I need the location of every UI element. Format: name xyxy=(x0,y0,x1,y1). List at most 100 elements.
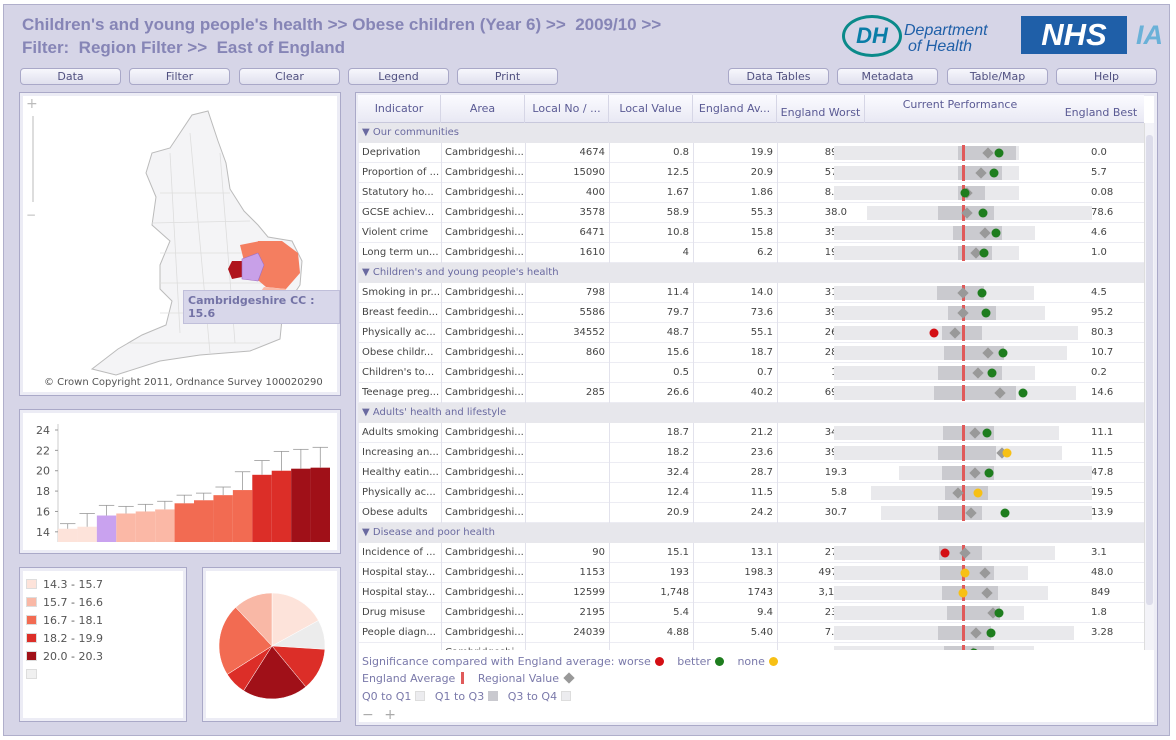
performance-bar[interactable] xyxy=(834,483,1092,503)
performance-bar[interactable] xyxy=(834,223,1092,243)
collapse-triangle-icon[interactable]: ▼ xyxy=(362,267,373,278)
local-value-dot[interactable] xyxy=(991,228,1001,238)
clear-button[interactable]: Clear xyxy=(239,68,340,85)
performance-bar[interactable] xyxy=(834,143,1092,163)
table-row[interactable]: Physically ac... Cambridgeshi... 12.4 11.5 5… xyxy=(358,483,1144,503)
collapse-minus-icon[interactable]: − xyxy=(362,707,374,723)
table-row[interactable]: Long term un...Cambridgeshi...161046.219… xyxy=(358,243,1144,263)
col-indicator[interactable]: Indicator xyxy=(358,95,441,123)
pie-slice[interactable] xyxy=(218,607,273,675)
performance-bar[interactable] xyxy=(834,343,1092,363)
performance-bar[interactable] xyxy=(834,303,1092,323)
table-map-button[interactable]: Table/Map xyxy=(947,68,1048,85)
performance-bar[interactable] xyxy=(834,323,1092,343)
bar[interactable] xyxy=(194,500,214,542)
col-england-best[interactable]: England Best xyxy=(1064,106,1138,119)
table-row[interactable]: Healthy eatin... Cambridgeshi... 32.4 28.7 1… xyxy=(358,463,1144,483)
pie-slice[interactable] xyxy=(271,592,319,647)
group-header[interactable]: ▼ Our communities xyxy=(358,123,1144,143)
filter-button[interactable]: Filter xyxy=(129,68,230,85)
col-area[interactable]: Area xyxy=(441,95,525,123)
bar[interactable] xyxy=(77,526,97,542)
bar[interactable] xyxy=(232,490,253,542)
table-row[interactable]: People diagn... Cambridgeshi... 24039 4.88 5… xyxy=(358,623,1144,643)
zoom-out-icon[interactable]: − xyxy=(26,208,37,222)
table-row[interactable]: Incidence of ... Cambridgeshi... 90 15.1 13.… xyxy=(358,543,1144,563)
table-row[interactable]: Proportion of ... Cambridgeshi... 15090 12.… xyxy=(358,163,1144,183)
local-value-dot[interactable] xyxy=(989,168,999,178)
performance-bar[interactable] xyxy=(834,243,1092,263)
bar[interactable] xyxy=(58,528,78,542)
performance-bar[interactable] xyxy=(834,563,1092,583)
table-row[interactable]: Smoking in pr... Cambridgeshi... 798 11.4 14… xyxy=(358,283,1144,303)
bar[interactable] xyxy=(271,470,292,542)
col-local-no[interactable]: Local No / ... xyxy=(525,95,609,123)
performance-bar[interactable] xyxy=(834,543,1092,563)
local-value-dot[interactable] xyxy=(973,488,983,498)
collapse-triangle-icon[interactable]: ▼ xyxy=(362,407,373,418)
local-value-dot[interactable] xyxy=(984,468,994,478)
bar[interactable] xyxy=(310,467,330,542)
performance-bar[interactable] xyxy=(834,603,1092,623)
local-value-dot[interactable] xyxy=(986,628,996,638)
performance-bar[interactable] xyxy=(834,623,1092,643)
bar[interactable] xyxy=(213,495,233,542)
performance-bar[interactable] xyxy=(834,183,1092,203)
table-row[interactable]: Physically ac... Cambridgeshi... 34552 48.7… xyxy=(358,323,1144,343)
bar[interactable] xyxy=(174,503,194,542)
collapse-triangle-icon[interactable]: ▼ xyxy=(362,527,373,538)
local-value-dot[interactable] xyxy=(1018,388,1028,398)
zoom-in-icon[interactable]: + xyxy=(26,96,38,112)
local-value-dot[interactable] xyxy=(994,148,1004,158)
table-scrollbar[interactable] xyxy=(1144,123,1154,650)
table-row[interactable]: GCSE achiev... Cambridgeshi... 3578 58.9 55.… xyxy=(358,203,1144,223)
table-row[interactable]: Breast feedin... Cambridgeshi... 5586 79.7 7… xyxy=(358,303,1144,323)
table-row[interactable]: Teenage preg... Cambridgeshi... 285 26.6 40.… xyxy=(358,383,1144,403)
col-local-value[interactable]: Local Value xyxy=(609,95,693,123)
local-value-dot[interactable] xyxy=(977,288,987,298)
data-tables-button[interactable]: Data Tables xyxy=(728,68,829,85)
table-row[interactable]: Increasing an...Cambridgeshi...18.223.63… xyxy=(358,443,1144,463)
local-value-dot[interactable] xyxy=(940,548,950,558)
local-value-dot[interactable] xyxy=(978,208,988,218)
bar[interactable] xyxy=(291,468,311,542)
pie-slice[interactable] xyxy=(235,592,273,647)
local-value-dot[interactable] xyxy=(982,428,992,438)
local-value-dot[interactable] xyxy=(960,568,970,578)
expand-plus-icon[interactable]: + xyxy=(384,707,396,723)
help-button[interactable]: Help xyxy=(1056,68,1157,85)
local-value-dot[interactable] xyxy=(994,608,1004,618)
zoom-control[interactable]: + − xyxy=(26,96,40,246)
scrollbar-thumb[interactable] xyxy=(1146,135,1153,605)
performance-bar[interactable] xyxy=(834,643,1092,650)
performance-bar[interactable] xyxy=(834,363,1092,383)
local-value-dot[interactable] xyxy=(981,308,991,318)
table-row[interactable]: Hospital stay... Cambridgeshi... 12599 1,74… xyxy=(358,583,1144,603)
table-row[interactable]: Obese adults Cambridgeshi... 20.9 24.2 30.7 1… xyxy=(358,503,1144,523)
table-row[interactable]: Adults smokingCambridgeshi...18.721.234.… xyxy=(358,423,1144,443)
performance-bar[interactable] xyxy=(834,203,1092,223)
performance-bar[interactable] xyxy=(834,443,1092,463)
bar[interactable] xyxy=(155,509,175,542)
table-row[interactable]: DeprivationCambridgeshi...46740.819.989.… xyxy=(358,143,1144,163)
col-england-worst[interactable]: England Worst xyxy=(777,95,865,123)
local-value-dot[interactable] xyxy=(929,328,939,338)
group-header[interactable]: ▼ Disease and poor health xyxy=(358,523,1144,543)
bar[interactable] xyxy=(96,515,117,542)
table-row[interactable]: Hospital stay... Cambridgeshi... 1153 193 19… xyxy=(358,563,1144,583)
local-value-dot[interactable] xyxy=(1000,508,1010,518)
zoom-slider-track[interactable] xyxy=(32,116,34,202)
table-row[interactable]: Drug misuseCambridgeshi...21955.49.423.8… xyxy=(358,603,1144,623)
bar[interactable] xyxy=(135,511,156,542)
group-header[interactable]: ▼ Children's and young people's health xyxy=(358,263,1144,283)
print-button[interactable]: Print xyxy=(457,68,558,85)
performance-bar[interactable] xyxy=(834,283,1092,303)
performance-bar[interactable] xyxy=(834,163,1092,183)
col-england-average[interactable]: England Av... xyxy=(693,95,777,123)
collapse-triangle-icon[interactable]: ▼ xyxy=(362,127,373,138)
table-row[interactable]: Statutory ho... Cambridgeshi... 400 1.67 1.8… xyxy=(358,183,1144,203)
local-value-dot[interactable] xyxy=(1002,448,1012,458)
performance-bar[interactable] xyxy=(834,463,1092,483)
local-value-dot[interactable] xyxy=(960,188,970,198)
group-header[interactable]: ▼ Adults' health and lifestyle xyxy=(358,403,1144,423)
